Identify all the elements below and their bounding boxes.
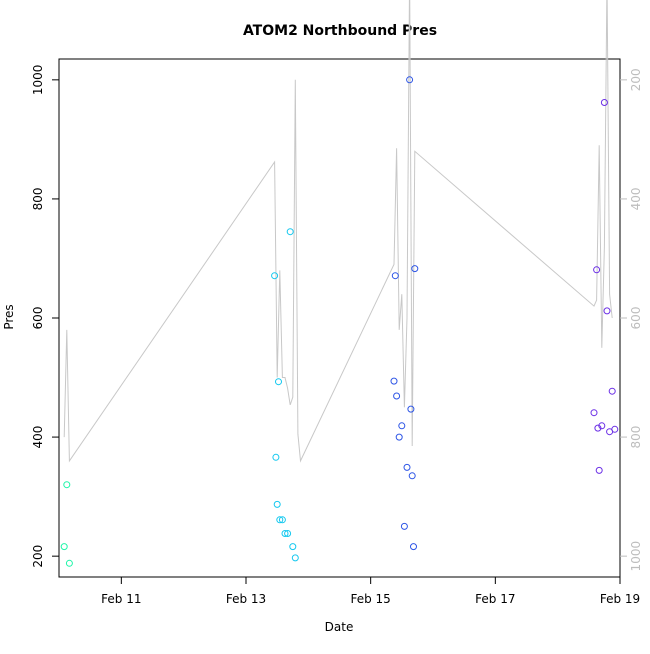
series-2-point-0 — [271, 272, 279, 280]
series-3-point-11 — [411, 265, 419, 273]
series-2-point-5 — [278, 516, 286, 524]
series-2-point-6 — [281, 530, 289, 537]
line-layer — [63, 0, 613, 463]
series-4-point-5 — [600, 99, 608, 106]
series-4-point-1 — [593, 266, 601, 274]
x-tick-label-3: Feb 17 — [475, 592, 515, 606]
series-4-point-8 — [608, 387, 616, 395]
series-1-point-0 — [60, 543, 68, 551]
series-1-point-2 — [65, 559, 73, 567]
series-3-point-9 — [408, 472, 416, 480]
point-layer — [60, 76, 619, 567]
series-3-point-6 — [403, 463, 411, 471]
series-3-point-1 — [391, 272, 399, 280]
series-2-point-7 — [284, 530, 292, 537]
axis-layer: Feb 11 Feb 13 Feb 15 Feb 17 Feb 19 200 400 600 8… — [31, 65, 643, 606]
series-4-point-9 — [611, 425, 619, 433]
series-3-point-8 — [407, 405, 415, 413]
series-0-line — [63, 0, 613, 463]
series-4-point-3 — [595, 466, 603, 474]
y2-tick-label-1: 400 — [629, 187, 643, 210]
y-tick-label-4: 1000 — [31, 65, 45, 96]
series-4-point-2 — [594, 424, 602, 432]
plot-border — [58, 58, 621, 578]
series-2-point-3 — [275, 378, 282, 386]
y-tick-label-3: 800 — [31, 187, 45, 210]
series-3-point-0 — [390, 377, 398, 385]
series-3-point-7 — [406, 76, 414, 84]
series-4-point-6 — [603, 307, 611, 315]
y2-tick-label-4: 1000 — [629, 541, 643, 572]
x-tick-label-1: Feb 13 — [226, 592, 266, 606]
series-2-point-10 — [291, 554, 299, 562]
series-4-point-4 — [598, 422, 606, 430]
y2-tick-label-3: 800 — [629, 426, 643, 449]
series-3-point-2 — [393, 392, 401, 400]
series-3-point-5 — [400, 522, 408, 530]
y-tick-label-2: 600 — [31, 307, 45, 330]
y-tick-label-0: 200 — [31, 545, 45, 568]
chart-title: ATOM2 Northbound Pres — [243, 23, 437, 39]
series-2-point-8 — [286, 228, 294, 236]
series-3-point-10 — [410, 543, 417, 551]
series-2-point-2 — [273, 500, 281, 508]
x-tick-label-4: Feb 19 — [600, 592, 640, 606]
series-2-point-1 — [272, 453, 280, 461]
x-axis-label: Date — [325, 620, 354, 634]
y-tick-label-1: 400 — [31, 426, 45, 449]
y2-tick-label-2: 600 — [629, 307, 643, 330]
series-3-point-3 — [395, 433, 403, 441]
y2-tick-label-0: 200 — [629, 68, 643, 91]
y-axis-label: Pres — [2, 304, 16, 329]
series-2-point-9 — [289, 543, 297, 551]
series-2-point-4 — [276, 516, 284, 524]
x-tick-label-0: Feb 11 — [101, 592, 141, 606]
x-tick-label-2: Feb 15 — [350, 592, 390, 606]
series-1-point-1 — [63, 481, 71, 489]
series-4-point-0 — [590, 409, 598, 417]
series-3-point-4 — [398, 422, 406, 430]
